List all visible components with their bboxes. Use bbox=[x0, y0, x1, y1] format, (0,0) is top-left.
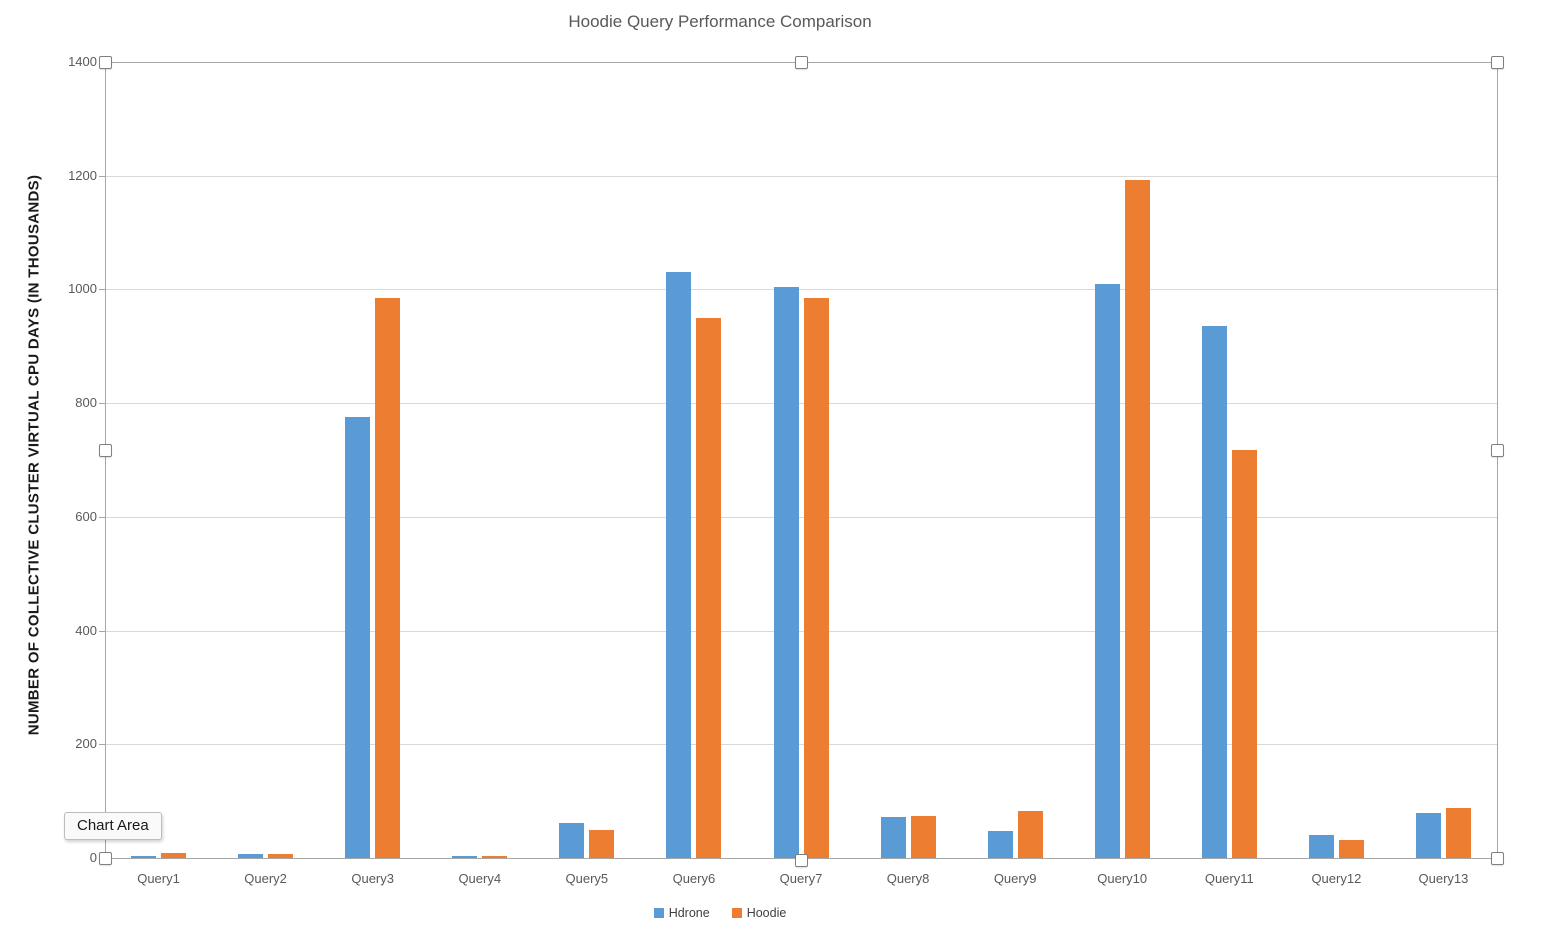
bar-hdrone-query12[interactable] bbox=[1308, 834, 1334, 858]
bar-hoodie-query2[interactable] bbox=[268, 854, 294, 858]
legend[interactable]: Hdrone Hoodie bbox=[0, 906, 1440, 920]
bar-hdrone-query1[interactable] bbox=[131, 855, 157, 858]
bar-hdrone-query4[interactable] bbox=[452, 856, 478, 858]
bar-hoodie-query3[interactable] bbox=[375, 297, 401, 858]
chart-title[interactable]: Hoodie Query Performance Comparison bbox=[568, 12, 872, 31]
bar-hdrone-query13[interactable] bbox=[1415, 813, 1441, 858]
y-tickmark-1200 bbox=[99, 175, 105, 177]
y-tick-label-200: 200 bbox=[75, 736, 97, 752]
legend-swatch-icon bbox=[731, 908, 742, 918]
x-tick-label-query9[interactable]: Query9 bbox=[993, 871, 1037, 886]
bar-hdrone-query2[interactable] bbox=[238, 854, 264, 858]
y-tickmark-200 bbox=[99, 744, 105, 746]
gridline-1000 bbox=[105, 289, 1497, 291]
selection-handle-top-right[interactable] bbox=[1490, 55, 1504, 69]
y-tick-label-1400: 1400 bbox=[68, 54, 97, 69]
gridline-800 bbox=[105, 403, 1497, 405]
selection-handle-top-center[interactable] bbox=[794, 55, 808, 69]
x-tick-label-query10[interactable]: Query10 bbox=[1097, 871, 1148, 886]
x-tick-label-query8[interactable]: Query8 bbox=[886, 871, 930, 886]
y-axis-line bbox=[105, 62, 106, 858]
legend-label: Hoodie bbox=[746, 906, 787, 920]
x-tick-label-query6[interactable]: Query6 bbox=[672, 871, 716, 886]
selection-handle-top-left[interactable] bbox=[98, 55, 112, 69]
y-tickmark-600 bbox=[99, 516, 105, 518]
bar-hoodie-query1[interactable] bbox=[161, 853, 187, 858]
gridline-1200 bbox=[105, 175, 1497, 177]
y-tickmark-800 bbox=[99, 403, 105, 405]
chart-area-tooltip: Chart Area bbox=[64, 812, 162, 840]
gridline-200 bbox=[105, 744, 1497, 746]
legend-label: Hdrone bbox=[668, 906, 710, 920]
x-tick-label-query7[interactable]: Query7 bbox=[779, 871, 823, 886]
bar-hoodie-query9[interactable] bbox=[1017, 810, 1043, 858]
gridline-600 bbox=[105, 516, 1497, 518]
bar-hoodie-query7[interactable] bbox=[803, 297, 829, 858]
bar-hdrone-query7[interactable] bbox=[773, 286, 799, 858]
selection-handle-mid-right[interactable] bbox=[1490, 443, 1504, 457]
bar-hdrone-query9[interactable] bbox=[987, 831, 1013, 858]
bar-hoodie-query12[interactable] bbox=[1338, 839, 1364, 858]
bar-hoodie-query11[interactable] bbox=[1231, 449, 1257, 858]
bar-hoodie-query10[interactable] bbox=[1124, 179, 1150, 858]
legend-item-hoodie[interactable]: Hoodie bbox=[731, 906, 787, 920]
bar-hoodie-query4[interactable] bbox=[482, 855, 508, 858]
bar-hoodie-query13[interactable] bbox=[1445, 807, 1471, 858]
legend-swatch-icon bbox=[653, 908, 664, 918]
bar-hdrone-query8[interactable] bbox=[880, 817, 906, 858]
gridline-400 bbox=[105, 630, 1497, 632]
selection-handle-bottom-right[interactable] bbox=[1490, 851, 1504, 865]
x-tick-label-query5[interactable]: Query5 bbox=[565, 871, 609, 886]
selection-handle-bottom-center[interactable] bbox=[794, 853, 808, 867]
y-tickmark-400 bbox=[99, 630, 105, 632]
y-tick-label-400: 400 bbox=[75, 622, 97, 638]
selection-handle-bottom-left[interactable] bbox=[98, 851, 112, 865]
bar-hdrone-query11[interactable] bbox=[1201, 325, 1227, 858]
y-tick-label-800: 800 bbox=[75, 395, 97, 411]
bar-hoodie-query6[interactable] bbox=[696, 317, 722, 858]
y-tickmark-1000 bbox=[99, 289, 105, 291]
bar-hdrone-query10[interactable] bbox=[1094, 283, 1120, 858]
x-tick-label-query1[interactable]: Query1 bbox=[137, 871, 180, 886]
x-tick-label-query12[interactable]: Query12 bbox=[1311, 871, 1362, 886]
selection-border bbox=[105, 62, 1498, 859]
y-tick-label-1000: 1000 bbox=[68, 281, 97, 297]
y-tick-label-600: 600 bbox=[75, 508, 97, 524]
selection-handle-mid-left[interactable] bbox=[98, 443, 112, 457]
bar-hoodie-query5[interactable] bbox=[589, 830, 615, 858]
x-tick-label-query11[interactable]: Query11 bbox=[1204, 871, 1254, 886]
x-tick-label-query4[interactable]: Query4 bbox=[458, 871, 502, 886]
x-tick-label-query2[interactable]: Query2 bbox=[244, 871, 287, 886]
bar-hoodie-query8[interactable] bbox=[910, 816, 936, 858]
y-tick-label-1200: 1200 bbox=[68, 167, 97, 183]
legend-item-hdrone[interactable]: Hdrone bbox=[653, 906, 710, 920]
bar-hdrone-query5[interactable] bbox=[559, 823, 585, 858]
bar-hdrone-query6[interactable] bbox=[666, 272, 692, 858]
x-tick-label-query3[interactable]: Query3 bbox=[351, 871, 394, 886]
x-tick-label-query13[interactable]: Query13 bbox=[1418, 871, 1469, 886]
bar-hdrone-query3[interactable] bbox=[345, 417, 371, 858]
y-tick-label-0: 0 bbox=[89, 850, 97, 865]
